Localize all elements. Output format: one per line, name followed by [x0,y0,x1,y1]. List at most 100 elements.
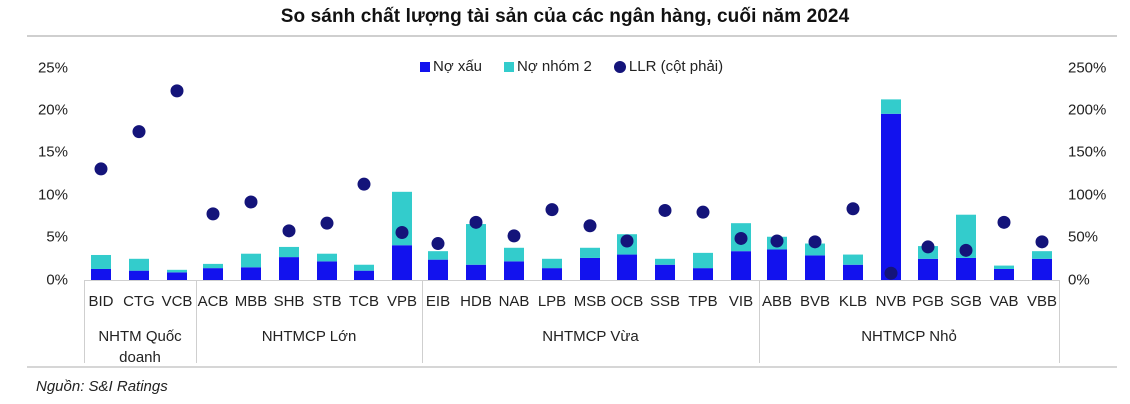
x-tick-label: VBB [1026,293,1058,310]
bar-group2-tpb [693,252,713,269]
bar-npl-eib [428,259,448,280]
x-tick-label: ABB [761,293,793,310]
llr-point-vbb [1035,235,1049,249]
llr-point-tcb [357,177,371,191]
bar-npl-tcb [354,270,374,280]
x-tick-label: NVB [875,293,907,310]
x-tick-label: TCB [349,293,379,310]
llr-point-sgb [959,243,973,257]
bar-npl-sgb [956,257,976,280]
group-label: NHTMCP Nhỏ [861,326,957,347]
x-tick-label: BID [88,293,114,310]
bar-group2-acb [203,263,223,269]
bar-npl-ocb [617,254,637,280]
x-tick-label: MBB [234,293,268,310]
llr-point-nab [507,229,521,243]
bar-group2-bid [91,254,111,269]
x-axis-line [84,280,1060,281]
x-tick-label: HDB [460,293,492,310]
y-left-tick: 20% [37,101,68,119]
bar-npl-lpb [542,268,562,280]
llr-point-stb [320,216,334,230]
bar-group2-shb [279,246,299,258]
bar-group2-vbb [1032,251,1052,259]
group-label-line: NHTMCP Vừa [542,328,639,345]
llr-point-bvb [808,235,822,249]
legend-circle-icon [613,60,626,73]
x-tick-label: MSB [573,293,607,310]
bar-npl-pgb [918,258,938,280]
x-tick-label: SSB [649,293,681,310]
y-right-tick: 100% [1068,186,1107,204]
bar-npl-mbb [241,267,261,280]
source-note: Nguồn: S&I Ratings [36,378,168,395]
y-left-tick: 15% [37,143,68,161]
llr-point-acb [206,207,220,221]
bar-npl-hdb [466,264,486,280]
x-tick-label: VPB [386,293,418,310]
x-tick-label: SGB [950,293,982,310]
bar-group2-vab [994,265,1014,269]
llr-point-mbb [244,195,258,209]
legend-item-0: Nợ xấu [420,58,482,75]
group-label: NHTMCP Lớn [262,326,357,347]
x-tick-label: EIB [425,293,451,310]
bar-group2-msb [580,247,600,258]
y-right-tick: 150% [1068,143,1107,161]
y-left-tick: 5% [46,228,68,246]
bar-group2-stb [317,253,337,262]
bar-group2-eib [428,251,448,260]
title-divider [27,35,1117,37]
bar-group2-mbb [241,253,261,268]
bar-npl-vib [731,251,751,280]
x-tick-label: SHB [273,293,305,310]
bar-group2-klb [843,254,863,265]
bar-npl-klb [843,264,863,280]
x-tick-label: VCB [161,293,193,310]
group-label-line: NHTMCP Lớn [261,328,357,345]
group-label-line: doanh [119,349,161,366]
llr-point-eib [431,237,445,251]
y-left-tick: 10% [37,186,68,204]
llr-point-bid [94,162,108,176]
bar-npl-bvb [805,255,825,280]
legend-item-1: Nợ nhóm 2 [504,58,592,75]
bar-group2-vcb [167,269,187,273]
x-tick-label: VAB [989,293,1019,310]
bar-npl-nab [504,261,524,280]
y-right-tick: 200% [1068,101,1107,119]
llr-point-nvb [884,266,898,280]
group-separator [422,281,423,363]
x-tick-label: LPB [537,293,567,310]
x-tick-label: NAB [498,293,530,310]
group-label-line: NHTMCP Nhỏ [861,328,957,345]
chart-title: So sánh chất lượng tài sản của các ngân … [280,6,850,27]
llr-point-klb [846,202,860,216]
bar-group2-ssb [655,258,675,265]
legend-square-icon [420,61,430,72]
x-tick-label: OCB [610,293,644,310]
bar-npl-vab [994,268,1014,280]
llr-point-vab [997,215,1011,229]
llr-point-ocb [620,234,634,248]
bar-npl-abb [767,249,787,280]
bar-group2-tcb [354,264,374,271]
group-label-line: NHTM Quốc [98,328,182,345]
llr-point-lpb [545,203,559,217]
legend-square-icon [504,61,515,72]
llr-point-vcb [170,84,184,98]
group-separator [84,281,85,363]
llr-point-vib [734,231,748,245]
y-left-tick: 25% [37,59,68,77]
bar-npl-vbb [1032,258,1052,280]
group-label: NHTMCP Vừa [542,326,638,347]
llr-point-shb [282,224,296,238]
bar-npl-ctg [129,270,149,280]
x-tick-label: TPB [688,293,718,310]
bar-npl-vcb [167,272,187,280]
x-tick-label: KLB [838,293,868,310]
llr-point-ctg [132,125,146,139]
bar-npl-acb [203,268,223,280]
group-label: NHTM Quốc doanh [98,326,181,368]
